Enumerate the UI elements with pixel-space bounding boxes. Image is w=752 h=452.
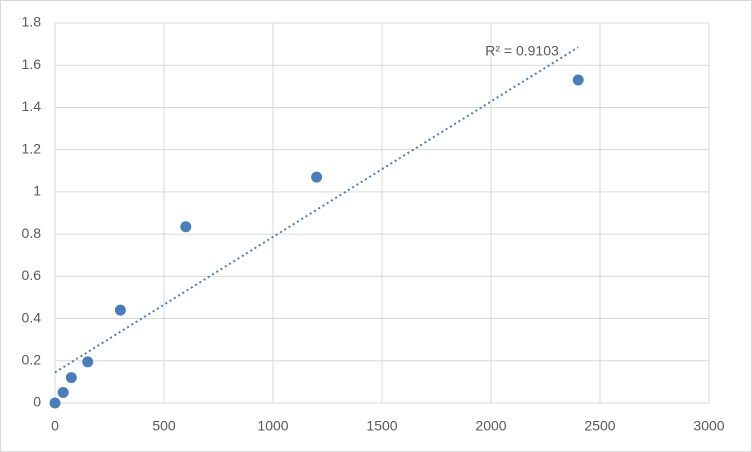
point <box>180 221 192 233</box>
point <box>311 171 323 183</box>
y-tick-label: 0.8 <box>22 225 42 241</box>
x-tick-label: 2000 <box>475 418 506 434</box>
point <box>82 356 94 368</box>
y-tick-label: 1.4 <box>22 98 42 114</box>
point <box>49 397 61 409</box>
y-tick-label: 1.2 <box>22 140 42 156</box>
x-tick-label: 2500 <box>584 418 615 434</box>
point <box>57 386 69 398</box>
point <box>65 372 77 384</box>
x-tick-label: 500 <box>152 418 176 434</box>
y-tick-label: 0.4 <box>22 309 42 325</box>
x-tick-label: 0 <box>51 418 59 434</box>
y-tick-label: 1.6 <box>22 56 42 72</box>
x-tick-label: 3000 <box>693 418 724 434</box>
y-tick-label: 1.8 <box>22 14 42 30</box>
x-tick-label: 1000 <box>257 418 288 434</box>
point <box>114 304 126 316</box>
trendline-label: R² = 0.9103 <box>485 43 559 59</box>
x-tick-label: 1500 <box>366 418 397 434</box>
y-tick-label: 0.6 <box>22 267 42 283</box>
point <box>572 74 584 86</box>
y-tick-label: 0 <box>33 394 41 410</box>
y-tick-label: 1 <box>33 183 41 199</box>
y-tick-label: 0.2 <box>22 351 42 367</box>
